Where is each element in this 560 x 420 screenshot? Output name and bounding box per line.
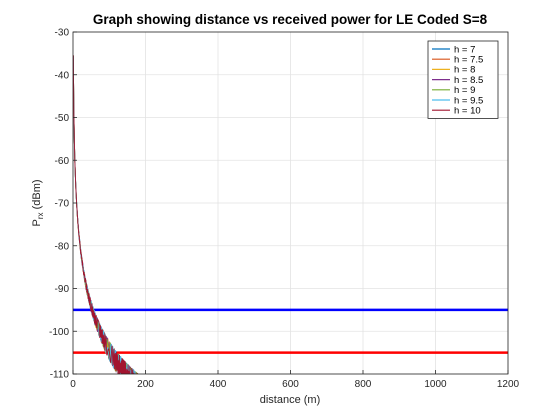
legend-label: h = 9.5	[454, 95, 483, 106]
y-axis-label-rest: (dBm)	[31, 179, 43, 212]
y-tick-label: -30	[55, 28, 70, 39]
y-tick-label: -80	[55, 241, 70, 252]
y-axis-label-main: P	[31, 219, 43, 226]
x-axis-label: distance (m)	[260, 394, 321, 406]
legend-label: h = 9	[454, 85, 475, 96]
y-tick-label: -110	[50, 370, 70, 381]
y-tick-label: -50	[55, 113, 70, 124]
x-ticks: 0 200 400 600 800 1000 1200	[70, 370, 520, 390]
x-tick-label: 600	[282, 379, 299, 390]
x-tick-label: 800	[355, 379, 372, 390]
series-line-7	[73, 55, 139, 374]
y-tick-label: -90	[55, 284, 70, 295]
y-axis-label: Prx (dBm)	[31, 179, 45, 226]
y-tick-label: -40	[55, 70, 70, 81]
legend-label: h = 7.5	[454, 55, 483, 66]
legend-label: h = 8.5	[454, 75, 483, 86]
y-tick-label: -70	[55, 199, 70, 210]
legend-label: h = 7	[454, 44, 475, 55]
y-tick-label: -100	[49, 327, 69, 338]
reference-lines	[73, 308, 508, 354]
y-tick-label: -60	[55, 156, 70, 167]
legend: h = 7h = 7.5h = 8h = 8.5h = 9h = 9.5h = …	[427, 40, 499, 119]
x-tick-label: 400	[210, 379, 227, 390]
chart-title: Graph showing distance vs received power…	[93, 12, 488, 27]
y-axis-label-sub: rx	[36, 212, 45, 219]
y-ticks: -110 -100 -90 -80 -70 -60 -50 -40 -30	[49, 28, 77, 381]
x-tick-label: 1200	[497, 379, 520, 390]
series-lines	[73, 55, 140, 374]
legend-label: h = 10	[454, 106, 481, 117]
x-tick-label: 0	[70, 379, 76, 390]
x-tick-label: 1000	[424, 379, 447, 390]
legend-label: h = 8	[454, 65, 475, 76]
x-tick-label: 200	[137, 379, 154, 390]
